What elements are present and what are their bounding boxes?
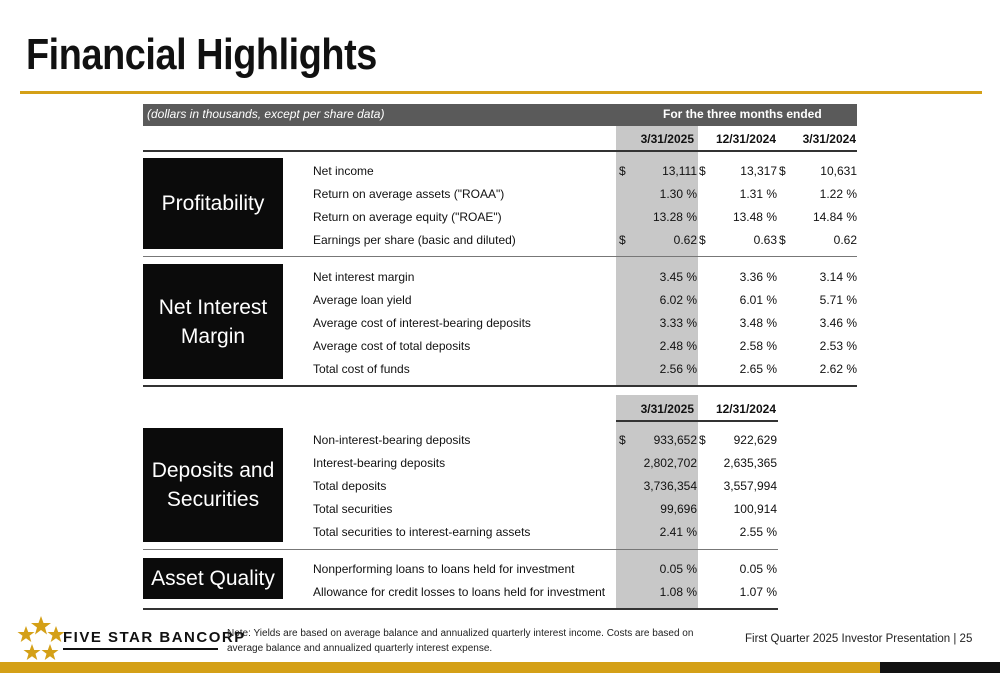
footnote: Note: Yields are based on average balanc… <box>227 628 694 654</box>
row-value: 0.62 <box>833 233 857 247</box>
row-value: 2.56 % <box>659 362 697 376</box>
section-rule <box>143 256 857 257</box>
row-value: 1.30 % <box>659 187 697 201</box>
row-value: 1.07 % <box>739 585 777 599</box>
row-value: 3,557,994 <box>723 479 777 493</box>
row-value: 14.84 % <box>812 210 857 224</box>
bottom-bar <box>0 662 1000 685</box>
column-header: 3/31/2025 <box>640 402 694 416</box>
section-rule <box>143 608 778 610</box>
row-value: 0.63 <box>753 233 777 247</box>
row-value: 6.01 % <box>739 293 777 307</box>
star-logo-icon <box>17 616 65 660</box>
row-label: Earnings per share (basic and diluted) <box>313 233 516 247</box>
row-label: Return on average assets ("ROAA") <box>313 187 505 201</box>
brand-name: FIVE STAR BANCORP <box>63 629 246 646</box>
row-value: 2,635,365 <box>723 456 777 470</box>
row-label: Net income <box>313 164 374 178</box>
row-value: 10,631 <box>820 164 857 178</box>
category-profitability: Profitability <box>143 158 283 249</box>
row-label: Total securities to interest-earning ass… <box>313 525 531 539</box>
current-period-shade <box>616 126 698 385</box>
page-title: Financial Highlights <box>26 30 377 79</box>
row-value: 3.14 % <box>819 270 857 284</box>
title-divider <box>20 91 982 94</box>
row-label: Average loan yield <box>313 293 412 307</box>
row-value: 1.22 % <box>819 187 857 201</box>
row-value: 2,802,702 <box>643 456 697 470</box>
row-value: 13,111 <box>662 164 697 178</box>
row-value: 2.58 % <box>739 339 777 353</box>
bottom-bar-black <box>880 662 1000 673</box>
dollar-sign: $ <box>619 433 626 447</box>
column-header: 12/31/2024 <box>715 402 776 416</box>
row-value: 922,629 <box>733 433 777 447</box>
row-label: Nonperforming loans to loans held for in… <box>313 562 575 576</box>
table-header-bar: (dollars in thousands, except per share … <box>143 104 857 126</box>
current-period-shade-balance <box>616 395 698 610</box>
row-label: Average cost of total deposits <box>313 339 471 353</box>
category-deposits-and-securities: Deposits and Securities <box>143 428 283 542</box>
row-label: Total deposits <box>313 479 387 493</box>
row-value: 99,696 <box>660 502 697 516</box>
dollar-sign: $ <box>779 233 786 247</box>
row-label: Total securities <box>313 502 393 516</box>
bottom-bar-gold <box>0 662 880 673</box>
presentation-label: First Quarter 2025 Investor Presentation… <box>745 633 973 645</box>
header-rule <box>143 150 857 152</box>
category-net-interest-margin: Net Interest Margin <box>143 264 283 379</box>
row-label: Interest-bearing deposits <box>313 456 446 470</box>
units-note: (dollars in thousands, except per share … <box>147 107 385 121</box>
dollar-sign: $ <box>619 164 626 178</box>
row-label: Total cost of funds <box>313 362 410 376</box>
row-value: 933,652 <box>653 433 697 447</box>
section-rule <box>143 549 778 550</box>
row-value: 13.28 % <box>652 210 697 224</box>
row-value: 3,736,354 <box>643 479 697 493</box>
row-value: 2.55 % <box>739 525 777 539</box>
row-value: 2.48 % <box>659 339 697 353</box>
row-value: 1.31 % <box>739 187 777 201</box>
row-value: 0.05 % <box>739 562 777 576</box>
row-value: 2.41 % <box>659 525 697 539</box>
row-value: 3.45 % <box>659 270 697 284</box>
row-label: Net interest margin <box>313 270 415 284</box>
row-value: 3.46 % <box>819 316 857 330</box>
row-value: 3.36 % <box>739 270 777 284</box>
row-value: 2.65 % <box>739 362 777 376</box>
row-value: 2.62 % <box>819 362 857 376</box>
row-value: 5.71 % <box>819 293 857 307</box>
header-rule <box>616 420 778 422</box>
dollar-sign: $ <box>699 233 706 247</box>
row-label: Average cost of interest-bearing deposit… <box>313 316 531 330</box>
row-label: Non-interest-bearing deposits <box>313 433 471 447</box>
row-value: 3.33 % <box>659 316 697 330</box>
category-asset-quality: Asset Quality <box>143 558 283 599</box>
column-header: 12/31/2024 <box>715 132 776 146</box>
row-value: 3.48 % <box>739 316 777 330</box>
dollar-sign: $ <box>699 433 706 447</box>
row-value: 2.53 % <box>819 339 857 353</box>
column-header: 3/31/2024 <box>802 132 856 146</box>
row-value: 6.02 % <box>659 293 697 307</box>
row-value: 13,317 <box>740 164 777 178</box>
row-value: 0.62 <box>673 233 697 247</box>
column-header: 3/31/2025 <box>640 132 694 146</box>
row-value: 100,914 <box>733 502 777 516</box>
dollar-sign: $ <box>699 164 706 178</box>
dollar-sign: $ <box>779 164 786 178</box>
row-value: 0.05 % <box>659 562 697 576</box>
period-label: For the three months ended <box>663 107 822 121</box>
row-value: 1.08 % <box>659 585 697 599</box>
dollar-sign: $ <box>619 233 626 247</box>
row-label: Return on average equity ("ROAE") <box>313 210 502 224</box>
brand-underline <box>63 648 218 650</box>
section-rule <box>143 385 857 387</box>
row-label: Allowance for credit losses to loans hel… <box>313 585 606 599</box>
row-value: 13.48 % <box>732 210 777 224</box>
